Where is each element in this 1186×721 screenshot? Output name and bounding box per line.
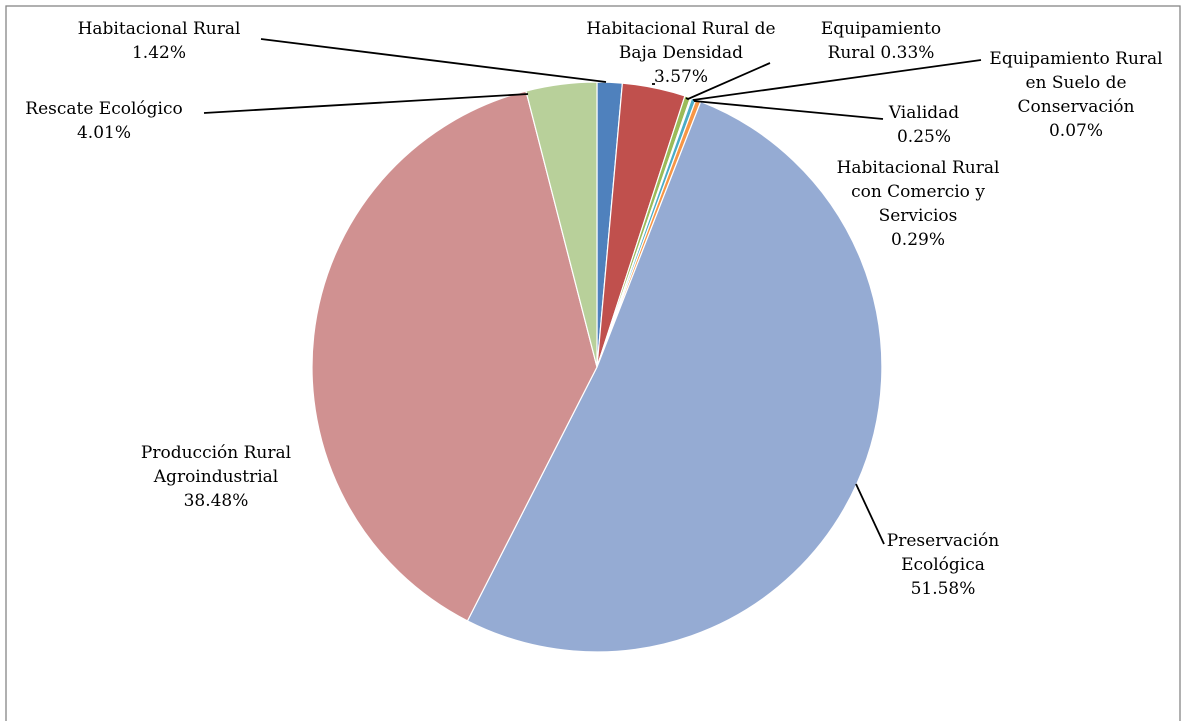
pie-slices: [311, 81, 883, 653]
data-label-line: 0.25%: [897, 127, 951, 147]
leader-line: [855, 483, 885, 545]
data-label: Vialidad 0.25%: [888, 103, 959, 147]
data-label-line: 38.48%: [184, 491, 249, 511]
data-label-line: 0.29%: [891, 230, 945, 250]
data-label-line: 3.57%: [654, 67, 708, 87]
leader-line: [693, 100, 884, 120]
pie-slice-rescate-ecol-gico: [525, 81, 598, 368]
data-label: Rescate Ecológico 4.01%: [25, 99, 182, 143]
data-labels: Habitacional Rural 1.42%Habitacional Rura…: [25, 19, 1162, 599]
leader-line: [203, 93, 529, 114]
data-label-line: con Comercio y: [851, 182, 985, 202]
data-label-line: Conservación: [1018, 97, 1135, 117]
data-label-line: Habitacional Rural: [837, 158, 1000, 178]
leader-line: [260, 38, 607, 83]
data-label-line: Servicios: [879, 206, 958, 226]
pie-slice-producci-n-rural-agroindustrial: [311, 90, 598, 622]
data-label: Preservación Ecológica 51.58%: [887, 531, 999, 599]
data-label-line: 0.07%: [1049, 121, 1103, 141]
data-label: Habitacional Rural de Baja Densidad 3.57%: [586, 19, 775, 87]
data-label-line: Rural 0.33%: [828, 43, 935, 63]
data-label: Habitacional Rural 1.42%: [78, 19, 241, 63]
data-label-line: Preservación: [887, 531, 999, 551]
data-label-line: Equipamiento Rural: [989, 49, 1162, 69]
data-label-line: Habitacional Rural: [78, 19, 241, 39]
data-label-line: Agroindustrial: [153, 467, 278, 487]
data-label: Habitacional Rural con Comercio y Servicio…: [837, 158, 1000, 250]
data-label-line: 4.01%: [77, 123, 131, 143]
data-label-line: Ecológica: [901, 555, 985, 575]
data-label: Equipamiento Rural en Suelo de Conservació…: [989, 49, 1162, 141]
data-label-line: 1.42%: [132, 43, 186, 63]
data-label-line: Vialidad: [888, 103, 959, 123]
leader-line: [685, 62, 771, 100]
leader-lines: [203, 38, 982, 545]
data-label: Equipamiento Rural 0.33%: [821, 19, 941, 63]
data-label: Producción Rural Agroindustrial 38.48%: [141, 443, 291, 511]
data-label-line: Producción Rural: [141, 443, 291, 463]
leader-line: [692, 59, 982, 101]
data-label-line: Equipamiento: [821, 19, 941, 39]
data-label-line: Rescate Ecológico: [25, 99, 182, 119]
data-label-line: 51.58%: [911, 579, 976, 599]
data-label-line: Habitacional Rural de: [586, 19, 775, 39]
data-label-line: en Suelo de: [1025, 73, 1126, 93]
data-label-line: Baja Densidad: [619, 43, 743, 63]
